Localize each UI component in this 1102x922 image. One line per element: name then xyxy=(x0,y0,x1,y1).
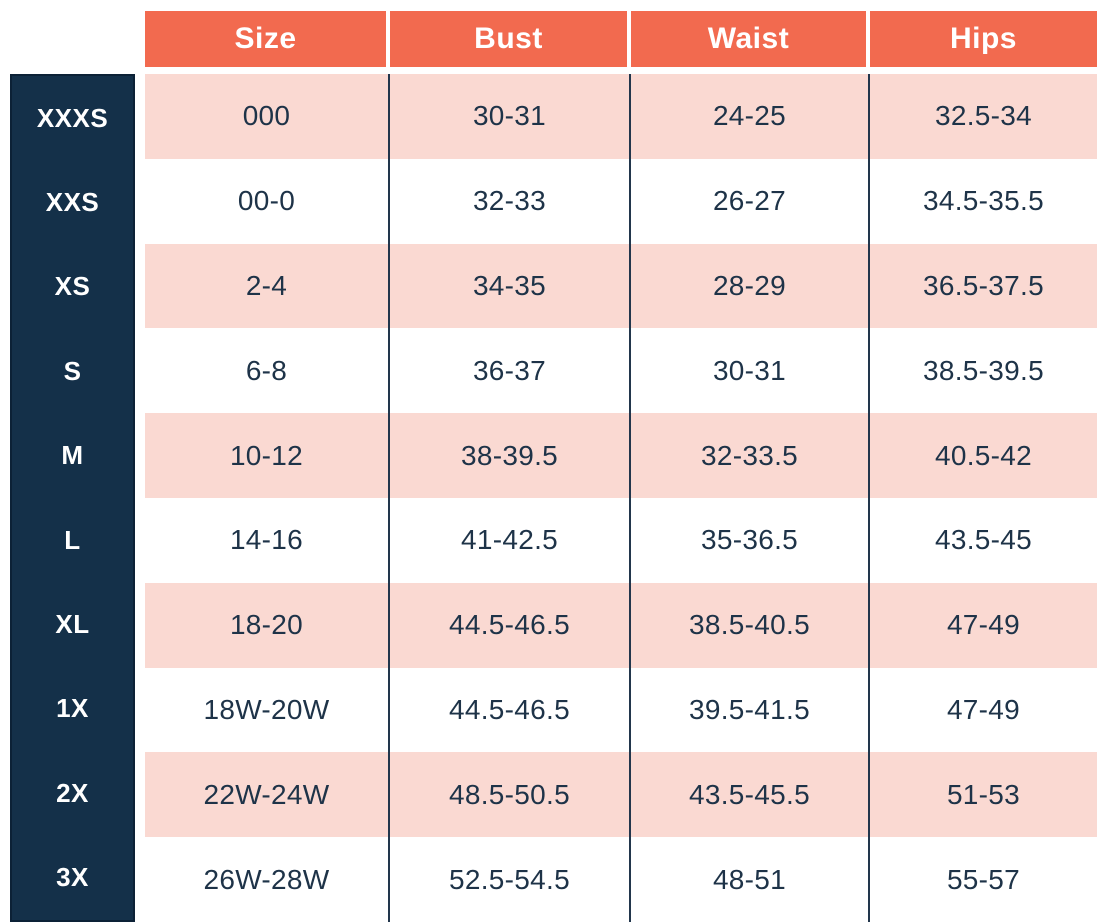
table-cell: 34.5-35.5 xyxy=(868,158,1097,244)
table-cell: 000 xyxy=(145,74,388,159)
table-cell: 32.5-34 xyxy=(868,74,1097,159)
table-cell: 52.5-54.5 xyxy=(388,837,629,922)
table-cell: 55-57 xyxy=(868,837,1097,922)
row-label: L xyxy=(64,524,81,555)
table-cell: 44.5-46.5 xyxy=(388,582,629,668)
table-cell: 26W-28W xyxy=(203,863,330,895)
table-cell: 32-33 xyxy=(388,158,629,244)
table-cell: 48-51 xyxy=(629,837,868,922)
table-cell: 43.5-45 xyxy=(868,498,1097,583)
row-label: 3X xyxy=(56,862,89,893)
table-cell: 38.5-40.5 xyxy=(629,582,868,668)
table-cell: 38.5-39.5 xyxy=(868,328,1097,414)
row-label: 1X xyxy=(56,693,89,724)
table-cell: 24-25 xyxy=(629,74,868,159)
header-size: Size xyxy=(145,11,386,67)
row-label: XXXS xyxy=(36,102,109,133)
table-cell: 39.5-41.5 xyxy=(629,667,868,753)
table-body: 000 30-31 24-25 32.5-34 00-0 32-33 26-27 34.5-3… xyxy=(145,74,1097,922)
table-cell: 41-42.5 xyxy=(388,498,629,583)
row-label: 2X xyxy=(56,777,89,808)
table-cell: 26-27 xyxy=(629,158,868,244)
row-label: XS xyxy=(54,271,91,302)
table-cell: 47-49 xyxy=(868,667,1097,753)
table-cell: 30-31 xyxy=(629,328,868,414)
table-cell: 22W-24W xyxy=(145,752,388,838)
row-label: XL xyxy=(55,609,90,640)
table-cell: 10-12 xyxy=(145,413,388,498)
table-cell: 18-20 xyxy=(145,582,388,668)
header-waist: Waist xyxy=(631,11,866,67)
table-cell: 47-49 xyxy=(868,582,1097,668)
size-label-column: XXXS XXS XS S M L XL 1X 2X 3X xyxy=(10,74,135,922)
table-cell: 28-29 xyxy=(629,243,868,329)
table-cell: 34-35 xyxy=(388,243,629,329)
table-cell: 35-36.5 xyxy=(629,498,868,583)
table-cell: 14-16 xyxy=(229,524,304,556)
table-cell: 38-39.5 xyxy=(388,413,629,498)
table-cell: 36.5-37.5 xyxy=(868,243,1097,329)
table-cell: 43.5-45.5 xyxy=(629,752,868,838)
table-cell: 2-4 xyxy=(145,243,388,329)
table-cell: 30-31 xyxy=(388,74,629,159)
row-label: S xyxy=(63,355,82,386)
header-hips: Hips xyxy=(870,11,1097,67)
table-cell: 40.5-42 xyxy=(868,413,1097,498)
table-header-row: Size Bust Waist Hips xyxy=(145,11,1097,67)
row-label: M xyxy=(61,440,84,471)
table-cell: 36-37 xyxy=(388,328,629,414)
table-cell: 32-33.5 xyxy=(629,413,868,498)
header-bust: Bust xyxy=(390,11,627,67)
table-cell: 6-8 xyxy=(245,354,288,386)
table-cell: 48.5-50.5 xyxy=(388,752,629,838)
row-label: XXS xyxy=(45,187,100,218)
table-cell: 44.5-46.5 xyxy=(388,667,629,753)
table-cell: 51-53 xyxy=(868,752,1097,838)
table-cell: 18W-20W xyxy=(203,693,330,725)
table-cell: 00-0 xyxy=(237,185,296,217)
